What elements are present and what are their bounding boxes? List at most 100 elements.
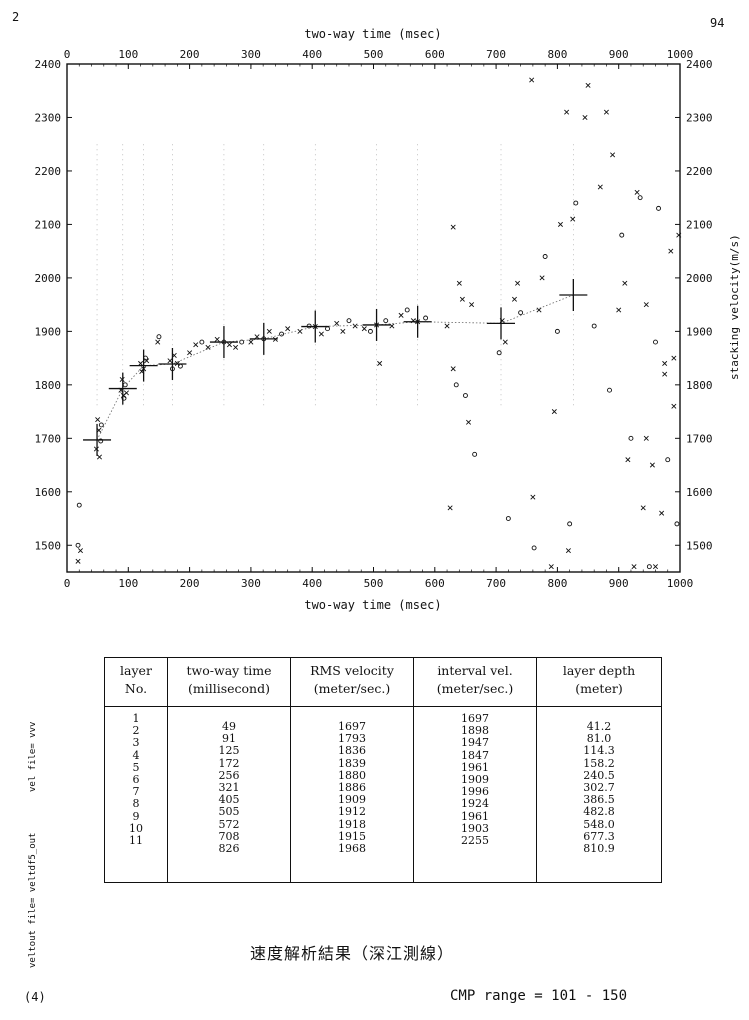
data-point-cross: [616, 307, 622, 313]
table-cell: 2255: [461, 834, 489, 848]
data-point-cross: [155, 339, 161, 345]
data-point-cross-stroke: [557, 221, 563, 227]
data-point-cross-stroke: [297, 328, 303, 334]
data-point-cross: [138, 360, 144, 366]
table-cell: 1839: [338, 756, 366, 770]
data-point-cross: [551, 409, 557, 415]
data-point-cross: [95, 417, 101, 423]
data-point-cross-stroke: [502, 339, 508, 345]
data-point-circle: [346, 318, 352, 324]
data-point-cross: [631, 564, 637, 570]
table-cell: 482.8: [583, 805, 615, 819]
x-tick-label-bottom: 800: [547, 577, 567, 590]
data-point-cross: [75, 558, 81, 564]
y-tick-label-right: 1500: [686, 539, 713, 552]
data-point-cross-stroke: [205, 344, 211, 350]
data-point-cross: [377, 360, 383, 366]
col-rms-velocity: 1697 1793 1836 1839 1880 1886 1909 1912 1918 1915…: [290, 706, 414, 883]
data-point-cross-stroke: [643, 435, 649, 441]
data-point-cross: [450, 224, 456, 230]
data-point-circle: [199, 339, 205, 345]
x-tick-label-bottom: 200: [180, 577, 200, 590]
data-point-cross: [570, 216, 576, 222]
data-point-cross-stroke: [444, 323, 450, 329]
data-point-circle: [404, 307, 410, 313]
x-axis-label-top: two-way time (msec): [304, 27, 441, 41]
data-point-cross: [643, 435, 649, 441]
data-point-cross: [465, 419, 472, 425]
data-point-circle: [279, 331, 284, 337]
data-point-cross: [536, 307, 542, 313]
data-point-cross: [459, 296, 465, 302]
data-point-cross-stroke: [389, 323, 395, 329]
data-point-circle: [98, 422, 104, 428]
data-point-cross: [603, 109, 609, 115]
table-cell: 1961: [461, 809, 489, 823]
x-tick-label-bottom: 700: [486, 577, 506, 590]
data-point-cross-stroke: [226, 342, 232, 348]
data-point-cross: [662, 371, 668, 377]
data-point-cross-stroke: [352, 323, 358, 329]
y-tick-label-right: 1700: [686, 432, 713, 445]
data-point-cross-stroke: [254, 334, 260, 340]
y-tick-label-left: 2100: [35, 218, 62, 231]
data-point-cross-stroke: [450, 224, 456, 230]
data-point-cross: [96, 454, 103, 460]
table-cell: 11: [129, 834, 143, 848]
col-layer-no: 1 2 3 4 5 6 7 8 9 10 11: [104, 706, 168, 883]
data-point-cross: [511, 296, 518, 302]
table-cell: 91: [222, 732, 236, 746]
table-cell: 158.2: [583, 756, 615, 770]
x-tick-label-bottom: 1000: [667, 577, 694, 590]
data-point-cross: [456, 280, 462, 286]
data-point-cross: [318, 331, 324, 337]
table-cell: 125: [218, 744, 240, 758]
table-cell: 1961: [461, 760, 489, 774]
data-point-cross-stroke: [529, 77, 535, 83]
data-point-cross: [444, 323, 450, 329]
data-point-circle: [383, 318, 389, 324]
data-point-cross-stroke: [515, 280, 521, 286]
data-point-cross-stroke: [649, 462, 655, 468]
data-point-cross-stroke: [266, 328, 272, 334]
data-point-circle: [518, 310, 524, 316]
y-tick-label-left: 1700: [35, 432, 62, 445]
data-point-cross-stroke: [603, 109, 609, 115]
data-point-cross: [334, 320, 340, 326]
data-point-cross-stroke: [536, 307, 542, 313]
data-point-cross: [610, 152, 616, 158]
cmp-range: CMP range = 101 - 150: [450, 988, 628, 1004]
x-tick-label-top: 1000: [667, 48, 694, 61]
data-point-cross-stroke: [585, 82, 591, 88]
data-point-cross: [643, 302, 649, 308]
table-cell: 1886: [338, 781, 366, 795]
x-tick-label-top: 300: [241, 48, 261, 61]
x-tick-label-bottom: 0: [64, 577, 71, 590]
data-point-cross-stroke: [398, 312, 404, 318]
data-point-cross-stroke: [662, 371, 668, 377]
data-point-cross: [582, 114, 588, 120]
table-cell: 1918: [338, 817, 366, 831]
data-point-circle: [573, 200, 579, 206]
x-tick-label-top: 400: [302, 48, 322, 61]
data-point-cross-stroke: [155, 339, 161, 345]
table-cell: 1: [132, 712, 140, 725]
data-point-circle: [656, 205, 661, 211]
data-point-circle: [674, 521, 680, 527]
y-tick-label-left: 2200: [35, 165, 62, 178]
header-rms-velocity: RMS velocity (meter/sec.): [290, 657, 414, 707]
col-two-way-time: 49 91 125 172 256 321 405 505 572 708 826: [167, 706, 291, 883]
data-point-cross: [530, 494, 536, 500]
col-layer-depth: 41.2 81.0 114.3 158.2 240.5 302.7 386.5 482.8 54…: [536, 706, 662, 883]
table-cell: 1903: [461, 821, 489, 835]
table-cell: 7: [132, 785, 140, 799]
header-two-way-time: two-way time (millisecond): [167, 657, 291, 707]
data-point-cross-stroke: [248, 339, 254, 345]
table-cell: 1909: [461, 773, 489, 787]
table-cell: 256: [218, 768, 240, 782]
table-cell: 5: [132, 760, 140, 774]
table-cell: 1836: [338, 744, 366, 758]
data-point-cross-stroke: [214, 336, 220, 342]
data-point-cross: [557, 221, 563, 227]
data-point-cross: [659, 510, 665, 516]
